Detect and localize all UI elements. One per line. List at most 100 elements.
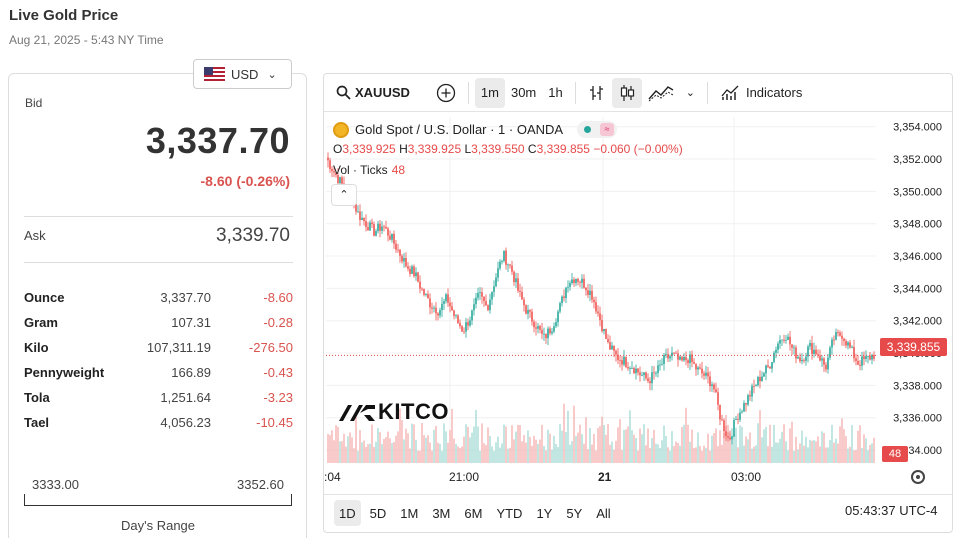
candle-body	[611, 345, 613, 350]
candle-body	[459, 322, 461, 327]
time-tick: 21	[598, 470, 612, 484]
range-3m[interactable]: 3M	[432, 505, 451, 521]
candle-body	[769, 366, 771, 369]
candle-body	[763, 373, 765, 377]
volume-bar	[679, 445, 681, 463]
candle-body	[619, 360, 621, 361]
price-tick-label: 3,350.000	[893, 186, 942, 198]
volume-bar	[357, 450, 359, 463]
candle-body	[599, 313, 601, 321]
candle-body	[779, 339, 781, 344]
unit-row-ounce: Ounce 3,337.70 -8.60	[24, 290, 293, 308]
volume-bar	[813, 440, 815, 463]
volume-bar	[827, 447, 829, 463]
candle-body	[337, 175, 339, 184]
range-5y[interactable]: 5Y	[566, 505, 583, 521]
candle-body	[799, 357, 801, 362]
range-1m[interactable]: 1M	[400, 505, 419, 521]
volume-bar	[385, 437, 387, 463]
candle-body	[811, 342, 813, 354]
ask-label: Ask	[24, 228, 46, 243]
candle-body	[787, 336, 789, 341]
volume-bar	[517, 424, 519, 463]
currency-select[interactable]: USD ⌄	[193, 59, 292, 89]
volume-bar	[535, 439, 537, 463]
candle-body	[771, 362, 773, 369]
volume-bar	[553, 435, 555, 463]
candle-body	[633, 368, 635, 374]
volume-bar	[467, 426, 469, 463]
volume-bar	[383, 438, 385, 463]
candle-body	[559, 303, 561, 312]
candle-body	[643, 372, 645, 375]
candle-body	[861, 356, 863, 366]
candle-body	[711, 384, 713, 387]
candle-body	[517, 278, 519, 291]
interval-1h[interactable]: 1h	[548, 85, 563, 100]
volume-bar	[709, 450, 711, 463]
range-ytd[interactable]: YTD	[496, 505, 523, 521]
candles-button[interactable]	[611, 77, 642, 108]
delayed-icon: ≈	[600, 123, 615, 136]
candle-body	[841, 335, 843, 339]
compare-button[interactable]	[430, 78, 462, 108]
volume-bar	[439, 444, 441, 463]
unit-row-tola: Tola 1,251.64 -3.23	[24, 390, 293, 408]
price-tick-label: 3,348.000	[893, 219, 942, 231]
chart-toolbar: XAUUSD 1m 30m 1h ⌄ Indicators	[324, 74, 952, 112]
bid-value: 3,337.70	[145, 120, 290, 161]
volume-bar	[663, 425, 665, 463]
symbol-search[interactable]: XAUUSD	[330, 78, 416, 108]
candle-body	[681, 356, 683, 361]
interval-1m[interactable]: 1m	[474, 77, 505, 108]
volume-bar	[543, 446, 545, 463]
candle-body	[483, 296, 485, 302]
candle-body	[341, 177, 343, 184]
volume-bar	[713, 433, 715, 463]
candle-body	[729, 437, 731, 440]
candle-body	[573, 279, 575, 284]
unit-change: -0.43	[263, 365, 293, 380]
range-1y[interactable]: 1Y	[536, 505, 553, 521]
volume-bar	[499, 447, 501, 463]
chart-type-dropdown[interactable]: ⌄	[680, 78, 701, 108]
bar-style-button[interactable]	[582, 78, 612, 108]
candle-body	[613, 345, 615, 351]
candle-body	[735, 418, 737, 420]
volume-bar	[853, 450, 855, 463]
collapse-legend-button[interactable]: ⌃	[331, 184, 357, 206]
indicators-button[interactable]: Indicators	[714, 78, 808, 108]
candle-body	[821, 358, 823, 361]
volume-bar	[413, 424, 415, 463]
kitco-mark-icon	[339, 405, 375, 421]
interval-30m[interactable]: 30m	[510, 85, 537, 100]
volume-bar	[591, 444, 593, 463]
price-chart[interactable]: 3,354.000 3,352.000 3,350.000 3,348.000 3,34…	[324, 113, 952, 493]
range-5d[interactable]: 5D	[369, 505, 387, 521]
candle-body	[571, 279, 573, 284]
range-all[interactable]: All	[596, 505, 611, 521]
range-1d[interactable]: 1D	[334, 500, 361, 526]
volume-bar	[405, 428, 407, 463]
volume-bar	[495, 442, 497, 463]
volume-bar	[619, 419, 621, 463]
gear-icon[interactable]	[911, 470, 925, 484]
candle-body	[383, 226, 385, 228]
volume-bar	[807, 447, 809, 463]
volume-bar	[365, 446, 367, 463]
volume-bar	[621, 450, 623, 463]
candle-body	[745, 403, 747, 405]
volume-bar	[329, 435, 331, 463]
volume-bar	[761, 437, 763, 463]
volume-bar	[449, 430, 451, 463]
volume-bar	[587, 449, 589, 463]
area-style-button[interactable]	[642, 78, 680, 108]
volume-bar	[721, 444, 723, 463]
volume-bar	[631, 430, 633, 463]
candle-body	[739, 412, 741, 420]
symbol-label: XAUUSD	[355, 85, 410, 100]
volume-bar	[657, 444, 659, 463]
range-6m[interactable]: 6M	[464, 505, 483, 521]
volume-bar	[783, 424, 785, 463]
candle-body	[533, 321, 535, 328]
